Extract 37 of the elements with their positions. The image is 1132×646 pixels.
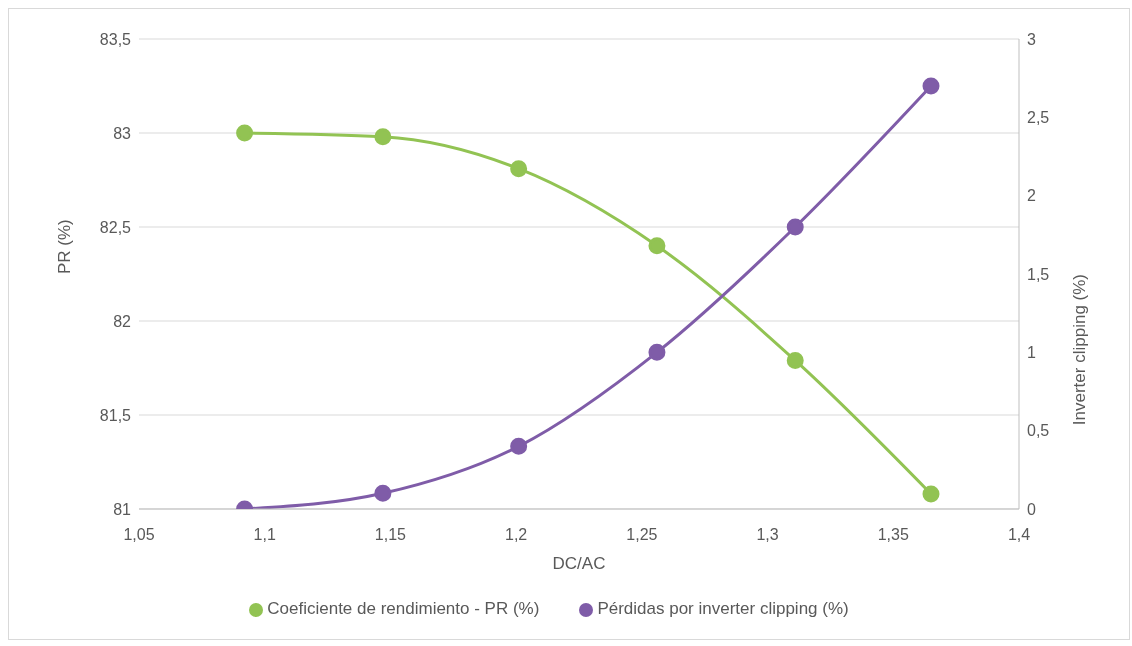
y-tick-label: 82 [113, 312, 132, 330]
y-tick-label: 81,5 [99, 406, 132, 424]
x-tick-label: 1,05 [123, 526, 155, 544]
point [236, 124, 254, 142]
x-tick-label: 1,2 [505, 526, 528, 544]
point [922, 77, 940, 95]
y-axis-title: PR (%) [55, 219, 75, 274]
legend-label: Pérdidas por inverter clipping (%) [597, 599, 849, 618]
point [374, 128, 392, 146]
point [374, 484, 392, 502]
y-tick-label: 83,5 [99, 30, 132, 48]
y2-tick-label: 0,5 [1027, 422, 1050, 440]
x-tick-label: 1,1 [253, 526, 276, 544]
y-tick-label: 81 [113, 500, 132, 518]
y2-tick-label: 1,5 [1027, 265, 1050, 283]
point [922, 485, 940, 503]
y-tick-label: 83 [113, 124, 132, 142]
point [510, 160, 528, 178]
y2-tick-label: 1 [1027, 344, 1036, 362]
point [786, 218, 804, 236]
x-tick-label: 1,35 [877, 526, 909, 544]
y2-tick-label: 0 [1027, 500, 1036, 518]
point [648, 237, 666, 255]
y2-tick-label: 2,5 [1027, 109, 1050, 127]
point [510, 437, 528, 455]
y2-axis-title: Inverter clipping (%) [1070, 274, 1090, 426]
y-tick-label: 82,5 [99, 218, 132, 236]
x-tick-label: 1,15 [374, 526, 407, 544]
y2-tick-label: 2 [1027, 187, 1036, 205]
x-tick-label: 1,25 [626, 526, 658, 544]
point [648, 343, 666, 361]
y2-tick-label: 3 [1027, 30, 1036, 48]
x-axis-title: DC/AC [552, 554, 606, 573]
legend-label: Coeficiente de rendimiento - PR (%) [267, 599, 540, 618]
x-tick-label: 1,3 [756, 526, 779, 544]
x-tick-label: 1,4 [1007, 526, 1031, 544]
point [786, 351, 804, 369]
